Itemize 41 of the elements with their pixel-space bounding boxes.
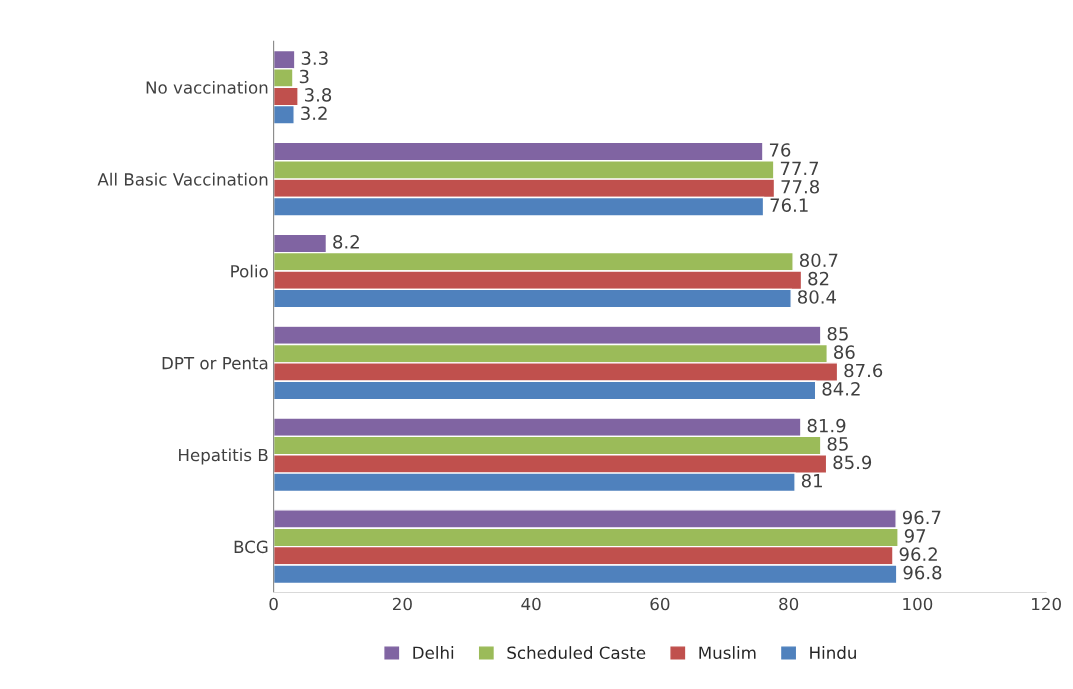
x-tick-label: 100 [903, 597, 933, 611]
data-label: 3.3 [301, 51, 328, 65]
data-label: 85.9 [833, 455, 872, 470]
data-label: 96.2 [899, 547, 937, 562]
data-label: 87.6 [844, 363, 883, 378]
x-tick-label: 120 [1032, 597, 1061, 611]
data-label: 86 [834, 345, 855, 359]
data-label: 3.8 [305, 88, 332, 102]
data-label: 97 [904, 529, 926, 543]
data-label: 81 [801, 473, 822, 488]
data-label: 96.7 [902, 510, 941, 525]
legend-label: Hindu [810, 646, 856, 660]
y-tick-label: BCG [234, 540, 268, 554]
x-tick-label: 0 [269, 597, 278, 611]
x-tick-label: 20 [392, 597, 412, 611]
data-label: 96.8 [903, 565, 942, 580]
x-tick-label: 80 [779, 597, 799, 611]
data-label: 77.8 [781, 179, 820, 194]
legend-label: Delhi [413, 646, 454, 660]
data-label: 80.7 [799, 253, 838, 268]
data-label: 8.2 [333, 235, 359, 249]
y-tick-label: Polio [231, 264, 268, 278]
y-tick-label: All Basic Vaccination [97, 172, 268, 186]
data-label: 85 [827, 437, 848, 451]
data-label: 82 [808, 271, 829, 286]
data-label: 77.7 [780, 161, 819, 175]
y-tick-label: No vaccination [146, 80, 268, 94]
x-tick-label: 40 [521, 597, 541, 611]
data-label: 80.4 [798, 290, 836, 304]
legend-label: Muslim [699, 646, 756, 660]
data-label: 76 [769, 143, 791, 157]
data-label: 81.9 [807, 418, 846, 433]
legend-label: Scheduled Caste [507, 646, 646, 660]
y-tick-label: DPT or Penta [162, 357, 268, 370]
data-label: 84.2 [822, 382, 860, 396]
x-tick-label: 60 [650, 597, 670, 611]
data-label: 85 [827, 326, 848, 341]
data-label: 3 [299, 69, 309, 84]
data-label: 76.1 [770, 198, 808, 212]
data-label: 3.2 [301, 106, 327, 121]
y-tick-label: Hepatitis B [179, 448, 268, 465]
